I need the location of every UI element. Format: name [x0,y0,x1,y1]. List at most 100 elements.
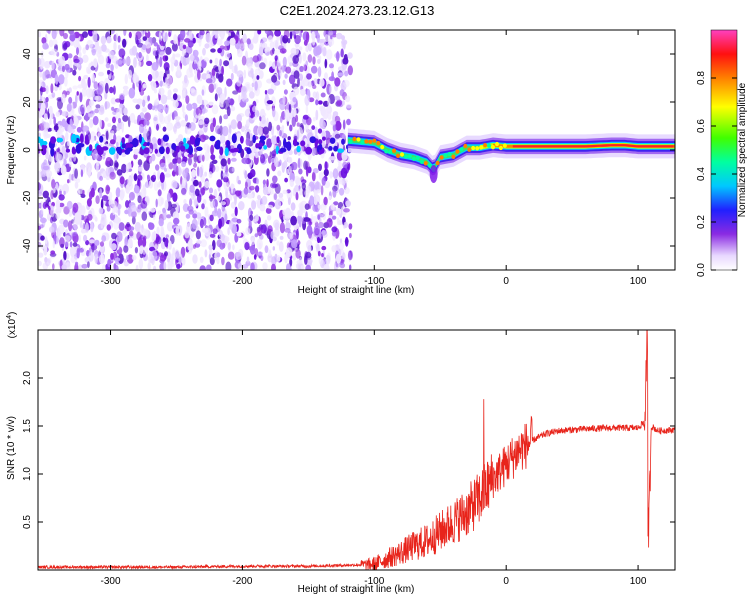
noise-blob [282,152,290,161]
noise-blob [273,193,278,201]
noise-blob [236,70,244,78]
noise-blob [317,214,321,220]
noise-blob [338,162,343,167]
noise-blob [284,177,288,183]
noise-band-blob [190,136,196,142]
noise-blob [147,174,150,180]
noise-blob [151,81,157,91]
noise-blob [64,63,70,71]
noise-blob [162,126,167,132]
noise-blob [98,71,104,77]
noise-blob [279,69,283,77]
noise-blob [156,226,160,235]
noise-blob [264,45,268,54]
noise-blob [329,63,334,69]
noise-blob [89,135,95,143]
ridge-speckle [411,156,416,161]
noise-blob [165,46,172,55]
noise-blob [349,264,352,270]
noise-blob [41,37,47,44]
ridge-speckle [487,143,491,148]
noise-blob [122,89,129,96]
noise-blob [331,226,338,233]
noise-blob [223,114,229,120]
noise-blob [159,56,163,68]
noise-blob [329,171,333,179]
noise-blob [227,96,231,104]
noise-blob [137,159,143,166]
noise-blob [226,53,232,58]
noise-blob [231,157,237,162]
noise-blob [122,85,129,90]
noise-blob [305,104,309,114]
noise-blob [250,262,255,270]
noise-blob [234,194,237,206]
noise-blob [69,31,76,42]
noise-blob [246,256,250,264]
noise-blob [254,151,259,159]
noise-blob [311,125,316,130]
noise-blob [321,230,328,236]
noise-band-blob [259,135,266,141]
noise-blob [100,198,104,210]
noise-blob [221,204,226,212]
noise-blob [177,150,182,160]
noise-blob [197,60,202,69]
noise-blob [76,126,82,133]
noise-blob [236,80,242,87]
noise-blob [63,77,68,87]
noise-blob [315,91,320,102]
noise-blob [152,214,156,221]
noise-blob [282,95,286,105]
noise-blob [317,204,322,209]
noise-band-blob [216,139,221,146]
noise-blob [53,116,56,126]
noise-blob [73,40,80,48]
noise-blob [68,220,73,232]
noise-blob [212,239,216,251]
noise-blob [99,241,105,247]
noise-blob [128,226,135,231]
noise-blob [47,30,51,35]
noise-blob [141,44,147,51]
noise-band-blob [124,149,131,155]
noise-blob [178,253,183,264]
noise-blob [347,52,353,59]
noise-blob [232,244,235,251]
noise-blob [84,222,89,233]
noise-blob [246,193,254,199]
noise-blob [180,120,187,127]
noise-blob [242,33,247,44]
spectrogram-signal-ridge [347,128,675,183]
noise-blob [285,66,292,74]
noise-blob [157,189,162,197]
noise-blob [209,163,216,173]
ridge-speckle [352,136,357,142]
noise-blob [86,105,91,113]
noise-blob [289,31,293,40]
noise-blob [268,249,272,256]
noise-blob [50,216,54,224]
noise-blob [110,64,114,72]
noise-blob [157,196,163,207]
noise-blob [109,139,116,145]
noise-blob [59,184,64,191]
noise-blob [113,219,120,230]
noise-blob [252,105,258,113]
ridge-speckle [471,145,476,151]
spectrogram-y-axis-label: Frequency (Hz) [6,116,17,185]
noise-blob [231,224,238,234]
noise-blob [193,63,199,69]
noise-blob [45,170,53,178]
noise-blob [166,122,174,131]
noise-blob [43,122,50,130]
ridge-speckle [502,143,507,148]
noise-blob [116,153,119,159]
noise-blob [244,181,248,189]
noise-blob [328,76,336,82]
noise-blob [155,70,159,79]
noise-blob [184,230,190,239]
noise-blob [158,87,165,96]
noise-blob [248,219,252,230]
noise-blob [237,30,240,35]
